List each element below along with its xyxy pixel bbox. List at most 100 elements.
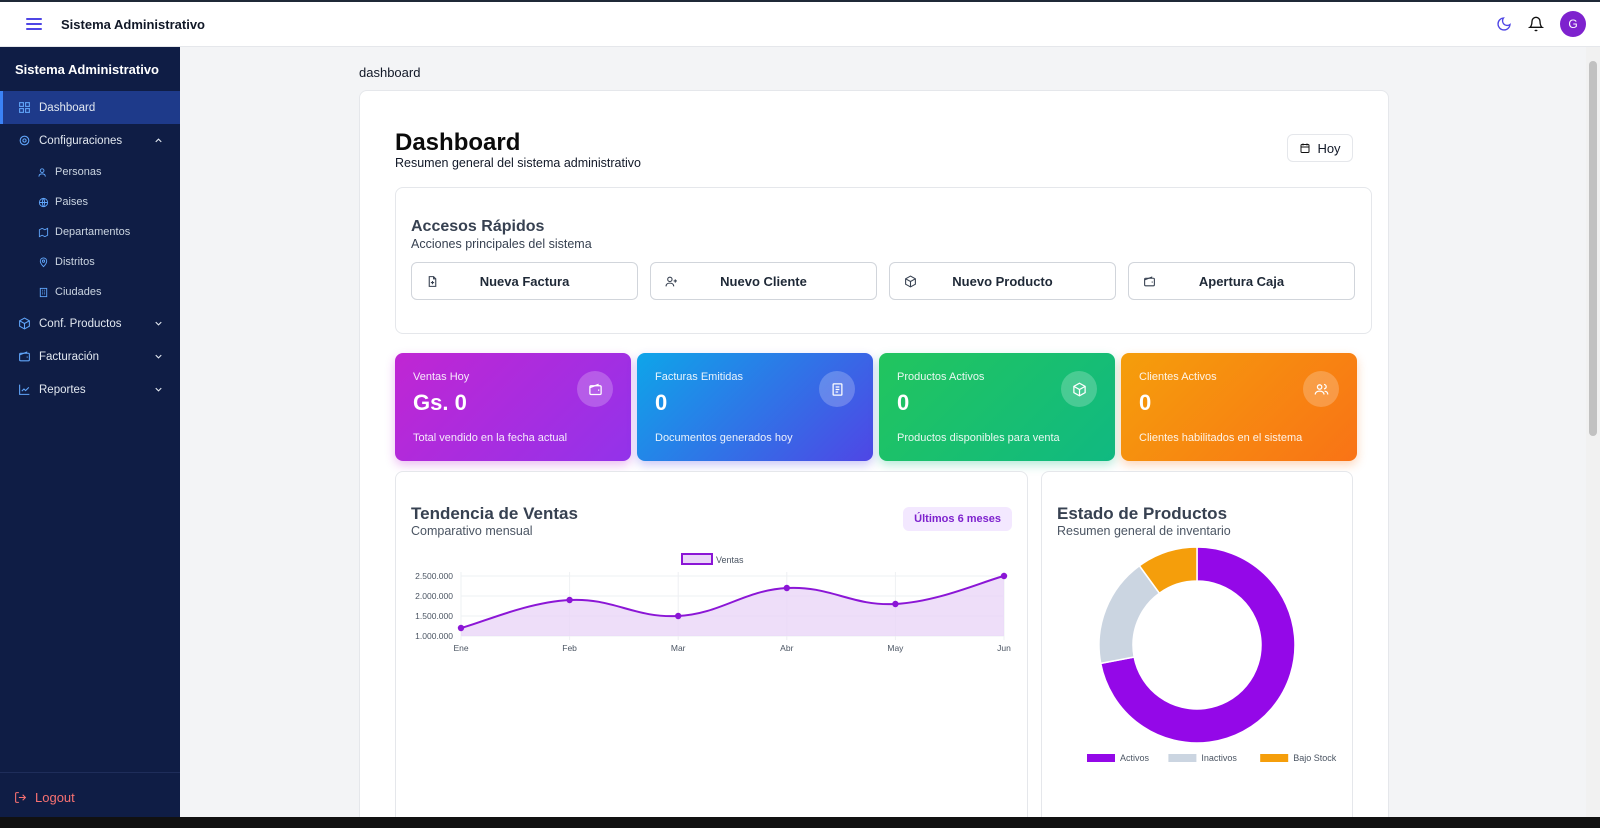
sidebar-item-departamentos[interactable]: Departamentos <box>0 217 180 247</box>
wallet-icon <box>17 350 31 364</box>
sidebar-item-configuraciones[interactable]: Configuraciones <box>0 124 180 157</box>
new-product-label: Nuevo Producto <box>952 273 1053 289</box>
legend-swatch <box>681 553 713 565</box>
sidebar-item-label: Configuraciones <box>39 134 123 147</box>
box-icon <box>17 317 31 331</box>
sidebar-item-dashboard[interactable]: Dashboard <box>0 91 180 124</box>
sidebar-item-label: Dashboard <box>39 101 96 114</box>
file-plus-icon <box>428 276 437 287</box>
sidebar-item-personas[interactable]: Personas <box>0 157 180 187</box>
main-content: dashboard Dashboard Resumen general del … <box>180 47 1586 817</box>
sales-trend-subtitle: Comparativo mensual <box>411 524 533 538</box>
products-status-panel: Estado de Productos Resumen general de i… <box>1041 471 1353 817</box>
top-bar: Sistema Administrativo G <box>0 0 1600 47</box>
sidebar-item-reportes[interactable]: Reportes <box>0 373 180 406</box>
menu-icon[interactable] <box>26 18 42 30</box>
app-title: Sistema Administrativo <box>61 16 206 32</box>
chart-icon <box>17 383 31 397</box>
sidebar-item-label: Paises <box>55 196 89 208</box>
chevron-down-icon[interactable] <box>153 384 164 395</box>
bell-icon[interactable] <box>1528 16 1544 32</box>
pie-slice <box>1099 546 1296 744</box>
map-icon <box>37 226 49 238</box>
sidebar-divider <box>0 772 180 773</box>
taskbar <box>0 817 1600 828</box>
data-point <box>892 600 899 608</box>
legend-label: Ventas <box>716 555 744 565</box>
series-line <box>460 575 1005 629</box>
legend-label: Activos <box>1120 753 1150 763</box>
sidebar: Sistema Administrativo Dashboard Configu… <box>0 47 180 817</box>
avatar[interactable]: G <box>1560 11 1586 37</box>
users-icon <box>37 166 49 178</box>
data-point <box>675 612 682 620</box>
open-cashbox-label: Apertura Caja <box>1198 273 1285 289</box>
stat-card-clients: Clientes Activos 0 Clientes habilitados … <box>1121 353 1357 461</box>
x-tick-label: May <box>887 643 904 653</box>
today-label: Hoy <box>1317 140 1341 156</box>
products-status-subtitle: Resumen general de inventario <box>1057 524 1231 538</box>
new-product-button[interactable]: Nuevo Producto <box>889 262 1116 300</box>
stat-card-invoices: Facturas Emitidas 0 Documentos generados… <box>637 353 873 461</box>
y-tick-label: 1.500.000 <box>415 611 453 621</box>
x-tick-label: Abr <box>780 643 793 653</box>
sidebar-item-distritos[interactable]: Distritos <box>0 247 180 277</box>
new-invoice-button[interactable]: Nueva Factura <box>411 262 638 300</box>
x-tick-label: Jun <box>997 643 1011 653</box>
wallet-icon <box>1144 276 1155 287</box>
legend-swatch <box>1168 754 1197 762</box>
grid-icon <box>17 101 31 115</box>
sidebar-item-label: Conf. Productos <box>39 317 122 330</box>
dashboard-card: Dashboard Resumen general del sistema ad… <box>359 90 1389 817</box>
sidebar-item-label: Reportes <box>39 383 86 396</box>
area-fill <box>461 576 1004 636</box>
quick-access-subtitle: Acciones principales del sistema <box>411 237 592 251</box>
moon-icon[interactable] <box>1496 16 1512 32</box>
sidebar-item-facturacion[interactable]: Facturación <box>0 340 180 373</box>
stat-title: Ventas Hoy <box>413 371 470 383</box>
y-tick-label: 2.500.000 <box>415 571 453 581</box>
sidebar-item-paises[interactable]: Paises <box>0 187 180 217</box>
data-point <box>1000 572 1008 580</box>
pin-icon <box>37 256 49 268</box>
stat-desc: Documentos generados hoy <box>655 432 793 444</box>
stat-title: Clientes Activos <box>1139 371 1217 383</box>
legend-swatch <box>1087 754 1115 762</box>
stat-desc: Clientes habilitados en el sistema <box>1139 432 1303 444</box>
wallet-icon <box>577 371 613 407</box>
scrollbar[interactable] <box>1586 47 1600 817</box>
gear-icon <box>17 134 31 148</box>
page-subtitle: Resumen general del sistema administrati… <box>395 156 641 170</box>
user-plus-icon <box>665 276 677 287</box>
open-cashbox-button[interactable]: Apertura Caja <box>1128 262 1355 300</box>
box-icon <box>905 275 916 288</box>
receipt-icon <box>819 371 855 407</box>
data-point <box>566 596 573 604</box>
chevron-down-icon[interactable] <box>153 351 164 362</box>
sidebar-item-conf-productos[interactable]: Conf. Productos <box>0 307 180 340</box>
sidebar-item-label: Ciudades <box>55 286 102 298</box>
new-client-button[interactable]: Nuevo Cliente <box>650 262 877 300</box>
stat-desc: Productos disponibles para venta <box>897 432 1060 444</box>
legend-label: Bajo Stock <box>1293 753 1337 763</box>
sales-trend-panel: Tendencia de Ventas Comparativo mensual … <box>395 471 1028 817</box>
sales-trend-title: Tendencia de Ventas <box>411 504 578 523</box>
y-tick-label: 2.000.000 <box>415 591 453 601</box>
chevron-up-icon[interactable] <box>153 135 164 146</box>
sidebar-item-ciudades[interactable]: Ciudades <box>0 277 180 307</box>
data-point <box>783 584 790 592</box>
period-badge[interactable]: Últimos 6 meses <box>903 507 1012 531</box>
pie-slice <box>1138 546 1198 595</box>
today-button[interactable]: Hoy <box>1287 134 1353 162</box>
building-icon <box>37 286 49 298</box>
scrollbar-thumb[interactable] <box>1589 61 1597 436</box>
x-tick-label: Feb <box>562 643 577 653</box>
chevron-down-icon[interactable] <box>153 318 164 329</box>
page-title: Dashboard <box>395 129 521 156</box>
stat-desc: Total vendido en la fecha actual <box>413 432 568 444</box>
sidebar-brand: Sistema Administrativo <box>15 62 160 77</box>
sales-line-chart: Ventas 2.500.000 2.000.000 1.500.000 1.000.0… <box>415 553 1011 653</box>
logout-button[interactable]: Logout <box>14 790 75 805</box>
sidebar-item-label: Distritos <box>55 256 95 268</box>
legend-swatch <box>1260 754 1289 762</box>
